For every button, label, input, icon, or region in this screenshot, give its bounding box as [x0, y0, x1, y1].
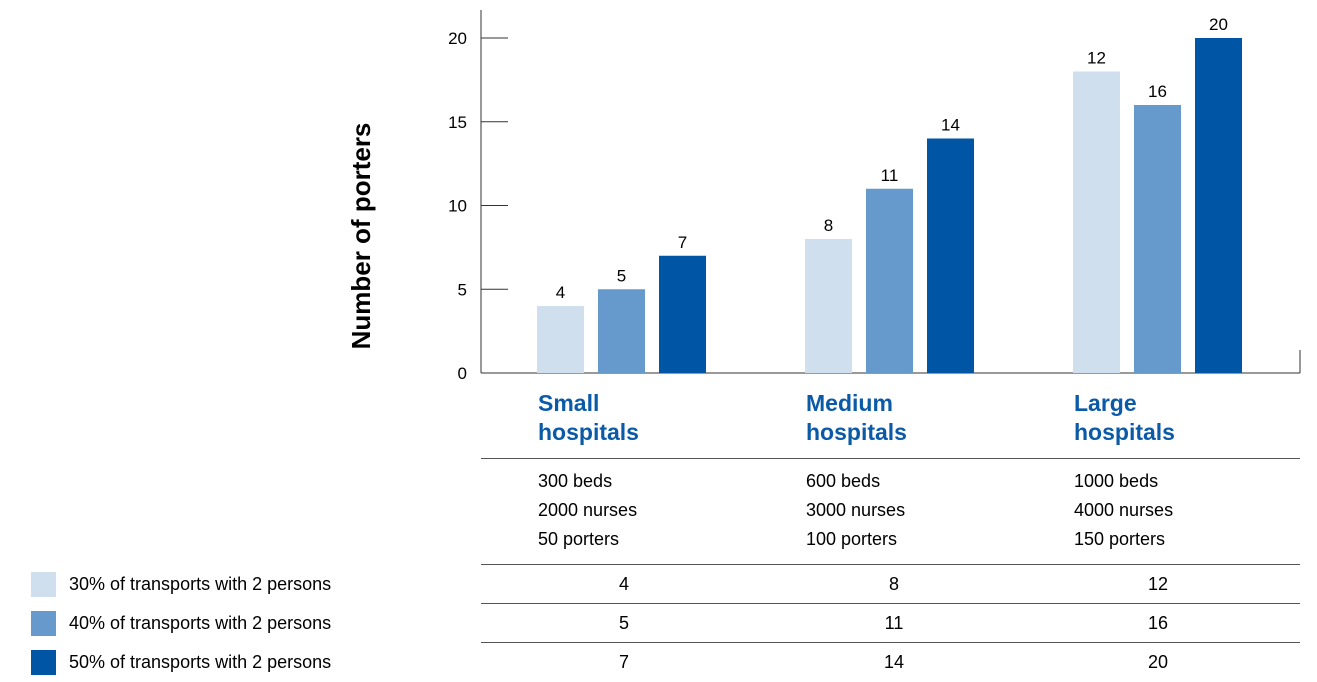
data-label: 7 — [678, 233, 687, 252]
data-label: 16 — [1148, 82, 1167, 101]
y-tick-label: 10 — [448, 197, 467, 216]
bar — [1073, 71, 1120, 373]
legend-row-30: 30% of transports with 2 persons 4 8 12 — [0, 565, 1300, 604]
group-title-large: Large hospitals — [1074, 389, 1175, 447]
bar — [927, 138, 974, 373]
legend-swatch — [31, 611, 56, 636]
bar — [537, 306, 584, 373]
bar — [805, 239, 852, 373]
table-cell: 8 — [888, 574, 899, 594]
detail-nurses: 3000 nurses — [806, 500, 906, 520]
data-label: 8 — [824, 216, 833, 235]
detail-beds: 300 beds — [538, 471, 613, 491]
divider — [481, 458, 1300, 459]
bar — [1195, 38, 1242, 373]
data-label: 4 — [556, 283, 565, 302]
table-cell: 20 — [1147, 652, 1169, 672]
group-title-line1: Large — [1074, 390, 1137, 416]
group-title-line2: hospitals — [806, 419, 907, 445]
detail-beds: 1000 beds — [1074, 471, 1159, 491]
group-title-line1: Medium — [806, 390, 893, 416]
table-cell: 12 — [1147, 574, 1169, 594]
legend-swatch — [31, 650, 56, 675]
table-cell: 11 — [884, 613, 904, 633]
table-cell: 4 — [618, 574, 629, 594]
data-label: 14 — [941, 116, 960, 135]
divider — [481, 642, 1300, 643]
group-details-large: 1000 beds 4000 nurses 150 porters — [1074, 467, 1173, 554]
bar — [866, 188, 913, 373]
bar — [659, 255, 706, 373]
legend-label: 30% of transports with 2 persons — [69, 574, 332, 594]
legend-label: 50% of transports with 2 persons — [69, 652, 332, 672]
legend-label: 40% of transports with 2 persons — [69, 613, 332, 633]
legend-row-50: 50% of transports with 2 persons 7 14 20 — [0, 643, 1300, 682]
group-title-small: Small hospitals — [538, 389, 639, 447]
table-cell: 7 — [618, 652, 629, 672]
group-title-medium: Medium hospitals — [806, 389, 907, 447]
legend-swatch — [31, 572, 56, 597]
group-title-line2: hospitals — [1074, 419, 1175, 445]
group-title-line1: Small — [538, 390, 600, 416]
detail-beds: 600 beds — [806, 471, 881, 491]
bar — [1134, 105, 1181, 373]
divider — [481, 564, 1300, 565]
bar — [598, 289, 645, 373]
y-tick-label: 15 — [448, 113, 467, 132]
detail-porters: 100 porters — [806, 529, 898, 549]
legend-row-40: 40% of transports with 2 persons 5 11 16 — [0, 604, 1300, 643]
y-tick-label: 0 — [458, 364, 467, 383]
y-axis-label: Number of porters — [346, 123, 376, 350]
detail-nurses: 4000 nurses — [1074, 500, 1174, 520]
divider — [481, 603, 1300, 604]
table-cell: 5 — [618, 613, 629, 633]
y-tick-label: 5 — [458, 280, 467, 299]
data-label: 12 — [1087, 49, 1106, 68]
data-label: 20 — [1209, 15, 1228, 34]
group-details-medium: 600 beds 3000 nurses 100 porters — [806, 467, 905, 554]
y-tick-label: 20 — [448, 29, 467, 48]
data-label: 5 — [617, 266, 626, 285]
table-cell: 14 — [883, 652, 905, 672]
detail-nurses: 2000 nurses — [538, 500, 638, 520]
group-details-small: 300 beds 2000 nurses 50 porters — [538, 467, 637, 554]
group-title-line2: hospitals — [538, 419, 639, 445]
detail-porters: 50 porters — [538, 529, 620, 549]
table-cell: 16 — [1147, 613, 1169, 633]
data-label: 11 — [881, 166, 899, 185]
detail-porters: 150 porters — [1074, 529, 1166, 549]
